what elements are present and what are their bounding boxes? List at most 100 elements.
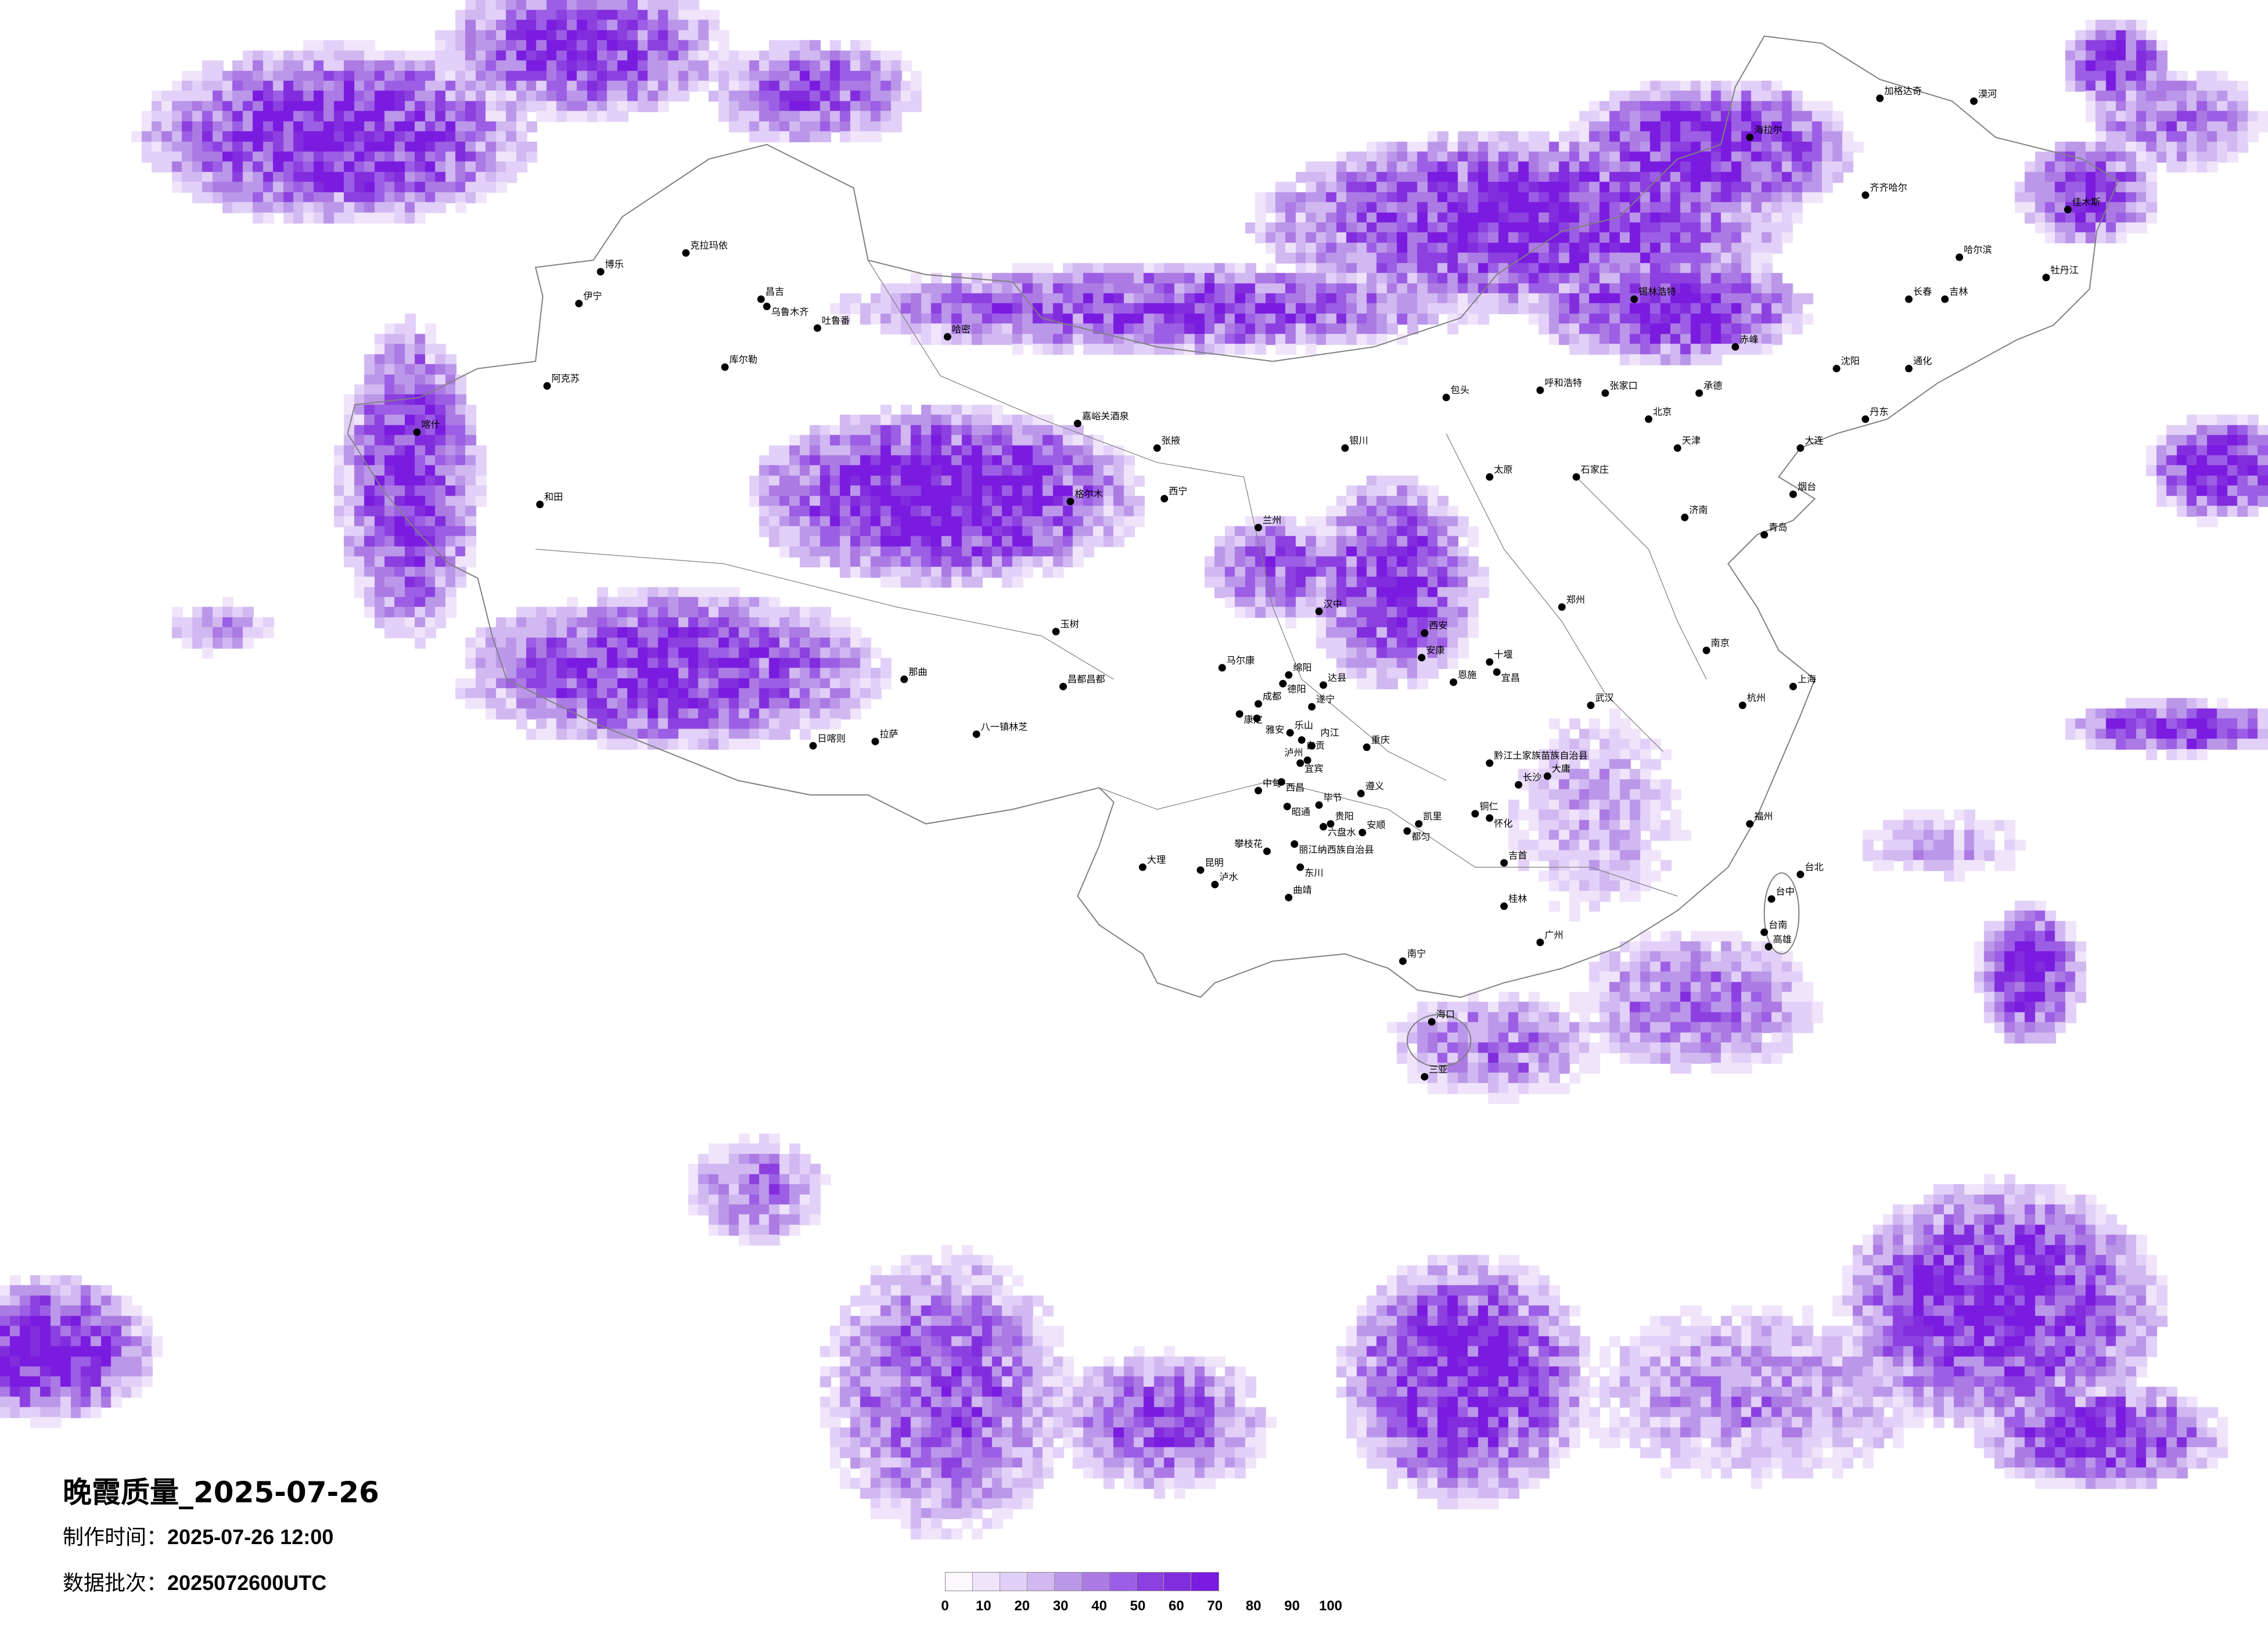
city-marker: 佳木斯 xyxy=(2064,196,2100,214)
city-marker: 济南 xyxy=(1681,505,1708,521)
city-marker: 杭州 xyxy=(1738,692,1766,710)
city-label: 那曲 xyxy=(908,666,927,677)
city-label: 克拉玛依 xyxy=(690,240,728,251)
city-label: 攀枝花 xyxy=(1235,838,1263,849)
city-label: 泸州 xyxy=(1284,747,1303,758)
city-dot xyxy=(1196,866,1205,874)
city-dot xyxy=(1160,495,1169,503)
province-border xyxy=(1099,780,1678,897)
city-label: 宜昌 xyxy=(1501,672,1520,683)
city-marker: 十堰 xyxy=(1486,649,1513,666)
city-label: 承德 xyxy=(1703,380,1722,391)
city-label: 银川 xyxy=(1349,435,1368,446)
city-marker: 锡林浩特 xyxy=(1630,286,1676,303)
city-dot xyxy=(682,249,690,257)
city-marker: 库尔勒 xyxy=(721,354,757,371)
city-marker: 成都 xyxy=(1255,691,1281,708)
city-marker: 汉中 xyxy=(1315,598,1342,616)
city-marker: 通化 xyxy=(1905,355,1932,373)
city-dot xyxy=(1760,531,1769,539)
city-dot xyxy=(1418,653,1426,661)
city-dot xyxy=(1486,759,1494,767)
city-dot xyxy=(1764,942,1773,951)
city-dot xyxy=(1905,365,1913,373)
city-marker: 丹东 xyxy=(1861,406,1889,423)
city-marker: 乌鲁木齐 xyxy=(763,303,808,318)
city-label: 中甸 xyxy=(1263,778,1281,789)
city-marker: 东川 xyxy=(1296,863,1324,878)
city-marker: 曲靖 xyxy=(1285,884,1312,902)
city-dot xyxy=(809,742,817,750)
city-label: 上海 xyxy=(1798,674,1816,685)
city-label: 西宁 xyxy=(1169,485,1187,497)
city-dot xyxy=(757,295,765,303)
city-dot xyxy=(1153,444,1161,452)
city-dot xyxy=(1861,415,1870,423)
colorbar xyxy=(945,1572,1219,1591)
city-dot xyxy=(1211,880,1219,888)
city-label: 昌都昌都 xyxy=(1067,674,1105,685)
city-label: 台南 xyxy=(1769,919,1787,930)
city-marker: 宜宾 xyxy=(1296,759,1324,774)
city-label: 北京 xyxy=(1653,406,1672,417)
city-label: 玉树 xyxy=(1061,618,1079,629)
city-label: 雅安 xyxy=(1266,724,1284,735)
city-marker: 贵阳 xyxy=(1327,811,1354,828)
city-label: 黔江土家族苗族自治县 xyxy=(1494,750,1588,761)
city-marker: 大理 xyxy=(1138,854,1166,871)
city-label: 遂宁 xyxy=(1316,694,1335,705)
city-label: 和田 xyxy=(544,491,563,502)
city-dot xyxy=(2064,206,2072,214)
city-marker: 北京 xyxy=(1645,406,1672,423)
city-dot xyxy=(1673,444,1681,452)
city-label: 加格达奇 xyxy=(1884,85,1922,96)
city-marker: 西安 xyxy=(1421,620,1448,637)
city-marker: 兰州 xyxy=(1255,515,1281,531)
city-label: 格尔木 xyxy=(1074,488,1102,499)
city-marker: 格尔木 xyxy=(1066,488,1103,506)
city-dot xyxy=(943,333,951,341)
city-label: 八一镇林芝 xyxy=(981,721,1028,732)
colorbar-tick-label: 90 xyxy=(1284,1598,1300,1614)
city-dot xyxy=(1861,191,1870,199)
city-marker: 吉林 xyxy=(1941,286,1968,303)
city-dot xyxy=(1285,894,1293,902)
city-dot xyxy=(1970,97,1978,105)
city-marker: 雅安 xyxy=(1253,714,1284,735)
colorbar-tick-label: 10 xyxy=(976,1598,991,1614)
province-border xyxy=(1446,433,1663,752)
city-dot xyxy=(972,730,980,738)
city-label: 大庸 xyxy=(1552,763,1570,774)
city-label: 天津 xyxy=(1682,435,1701,446)
city-marker: 南宁 xyxy=(1399,948,1426,965)
colorbar-swatch xyxy=(1082,1573,1109,1591)
city-label: 长春 xyxy=(1913,286,1932,297)
city-label: 阿克苏 xyxy=(551,373,579,384)
city-marker: 中甸 xyxy=(1255,778,1281,794)
city-label: 郑州 xyxy=(1566,594,1585,605)
city-marker: 武汉 xyxy=(1587,692,1614,710)
city-label: 东川 xyxy=(1304,867,1323,878)
city-dot xyxy=(1297,736,1306,744)
city-label: 石家庄 xyxy=(1581,464,1609,475)
city-label: 昆明 xyxy=(1205,857,1223,868)
city-label: 哈尔滨 xyxy=(1964,244,1992,256)
city-dot xyxy=(1796,444,1805,452)
city-dot xyxy=(1442,393,1450,401)
city-marker: 嘉峪关酒泉 xyxy=(1073,411,1129,427)
city-label: 泸水 xyxy=(1219,872,1238,883)
city-dot xyxy=(1073,419,1081,427)
city-label: 台中 xyxy=(1776,886,1795,897)
city-label: 怀化 xyxy=(1494,818,1512,829)
city-dot xyxy=(575,300,583,308)
colorbar-swatch xyxy=(1000,1573,1027,1591)
city-dot xyxy=(1630,295,1638,303)
city-label: 博乐 xyxy=(605,258,624,269)
city-dot xyxy=(1493,668,1501,676)
city-label: 内江 xyxy=(1321,727,1339,738)
city-dot xyxy=(1738,702,1746,710)
city-marker: 张掖 xyxy=(1153,435,1180,452)
city-dot xyxy=(1956,253,1964,261)
city-marker: 海口 xyxy=(1428,1009,1455,1026)
city-dot xyxy=(1255,786,1263,794)
